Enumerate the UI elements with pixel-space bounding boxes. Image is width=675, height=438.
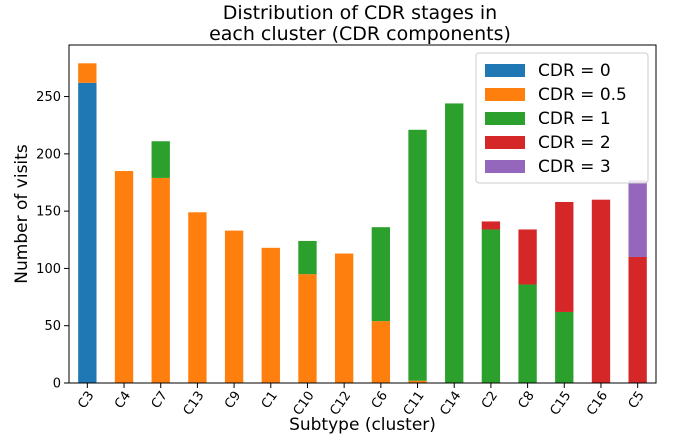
bar-segment-C16-CDR2 xyxy=(591,199,611,383)
x-tick-label: C1 xyxy=(259,389,281,412)
bar-segment-C13-CDR0-5 xyxy=(188,212,207,383)
y-axis: 0 50 100 150 200 250 xyxy=(36,90,69,392)
y-tick-label: 250 xyxy=(36,90,61,105)
legend-label: CDR = 0.5 xyxy=(538,85,627,105)
bar-segment-C5-CDR3 xyxy=(628,180,647,257)
legend-label: CDR = 1 xyxy=(538,109,611,129)
x-tick-label: C2 xyxy=(479,389,501,412)
x-tick-label: C10 xyxy=(291,389,318,419)
bar-segment-C14-CDR1 xyxy=(445,103,464,384)
bar-segment-C3-CDR0-5 xyxy=(78,63,97,83)
y-tick-label: 200 xyxy=(36,147,61,162)
y-tick-label: 100 xyxy=(36,262,61,277)
chart-title-line: each cluster (CDR components) xyxy=(209,23,511,45)
x-tick-label: C6 xyxy=(369,389,391,412)
bar-segment-C15-CDR2 xyxy=(555,201,574,312)
legend-label: CDR = 3 xyxy=(538,157,611,177)
bar-segment-C6-CDR1 xyxy=(371,227,391,322)
x-tick-label: C7 xyxy=(149,389,171,412)
bar-segment-C10-CDR0-5 xyxy=(298,274,317,383)
x-axis-label: Subtype (cluster) xyxy=(289,415,436,435)
y-tick-label: 0 xyxy=(53,377,61,392)
bar-segment-C10-CDR1 xyxy=(298,240,317,275)
legend-swatch xyxy=(485,88,525,101)
bar-segment-C7-CDR1 xyxy=(151,141,170,178)
x-tick-label: C14 xyxy=(437,389,464,419)
x-tick-label: C11 xyxy=(401,389,428,419)
legend-swatch xyxy=(485,112,525,125)
bar-segment-C2-CDR1 xyxy=(481,229,501,383)
legend-swatch xyxy=(485,136,525,149)
legend-swatch xyxy=(485,64,525,77)
plot-frame xyxy=(68,44,657,384)
bar-segment-C7-CDR0-5 xyxy=(151,177,170,383)
bar-segment-C9-CDR0-5 xyxy=(224,230,244,383)
x-tick-label: C16 xyxy=(584,389,611,419)
x-tick-label: C12 xyxy=(327,389,354,419)
y-tick-label: 150 xyxy=(36,205,61,220)
bar-segment-C3-CDR0 xyxy=(78,82,97,383)
y-axis-label: Number of visits xyxy=(12,144,32,284)
x-tick-label: C8 xyxy=(515,389,537,412)
bars-layer xyxy=(78,63,647,384)
bar-segment-C11-CDR1 xyxy=(408,129,427,381)
x-tick-label: C13 xyxy=(181,389,208,419)
bar-segment-C1-CDR0-5 xyxy=(261,247,280,383)
bar-segment-C8-CDR2 xyxy=(518,229,537,285)
legend-swatch xyxy=(485,160,525,173)
x-tick-label: C15 xyxy=(547,389,574,419)
bar-segment-C15-CDR1 xyxy=(555,311,574,383)
x-axis: C3 C4 C7 C13 C9 C1 C10 C12 C6 C11 C14 C2 C8 C15 C16 C5 xyxy=(75,383,648,418)
bar-segment-C2-CDR2 xyxy=(481,221,501,230)
bar-segment-C8-CDR1 xyxy=(518,284,537,383)
bar-segment-C6-CDR0-5 xyxy=(371,321,391,383)
bar-segment-C12-CDR0-5 xyxy=(334,253,354,383)
chart-title-line: Distribution of CDR stages in xyxy=(223,2,497,24)
bar-segment-C5-CDR2 xyxy=(628,256,647,383)
legend: CDR = 0 CDR = 0.5 CDR = 1 CDR = 2 CDR = 3 xyxy=(475,52,649,184)
bar-segment-C11-CDR0-5 xyxy=(408,380,427,383)
x-tick-label: C3 xyxy=(75,389,97,412)
legend-label: CDR = 2 xyxy=(538,133,611,153)
y-tick-label: 50 xyxy=(44,319,61,334)
bar-segment-C4-CDR0-5 xyxy=(114,171,134,383)
x-tick-label: C5 xyxy=(626,389,648,412)
legend-box xyxy=(475,52,649,184)
legend-label: CDR = 0 xyxy=(538,61,611,81)
x-tick-label: C9 xyxy=(222,389,244,412)
x-tick-label: C4 xyxy=(112,389,134,412)
